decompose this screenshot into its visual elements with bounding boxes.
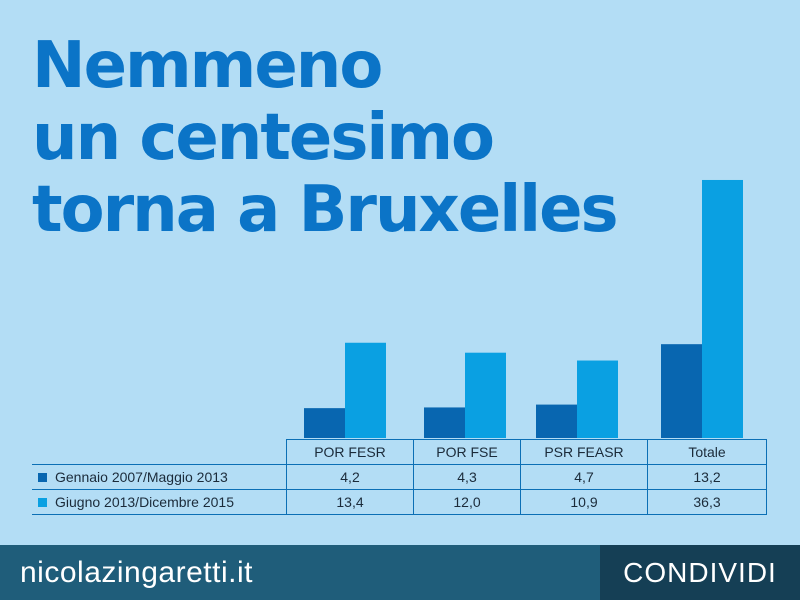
table-header-row: POR FESR POR FSE PSR FEASR Totale: [32, 439, 767, 465]
table-row: Giugno 2013/Dicembre 2015 13,4 12,0 10,9…: [32, 489, 767, 515]
table-cell: 36,3: [647, 489, 767, 515]
table-cell: 4,3: [413, 464, 521, 490]
legend-entry-2: Giugno 2013/Dicembre 2015: [32, 489, 287, 515]
bar-2-por-fesr: [345, 342, 386, 438]
data-table: POR FESR POR FSE PSR FEASR Totale Gennai…: [32, 439, 767, 515]
page-title: Nemmeno un centesimo torna a Bruxelles: [32, 29, 619, 247]
bar-2-por-fse: [465, 352, 506, 438]
table-cell: 4,2: [286, 464, 414, 490]
table-header-cell: Totale: [647, 439, 767, 465]
table-header-cell: PSR FEASR: [520, 439, 648, 465]
bar-2-totale: [702, 179, 743, 438]
bar-1-psr-feasr: [536, 404, 577, 438]
table-header-cell: POR FESR: [286, 439, 414, 465]
bar-1-por-fse: [424, 407, 465, 438]
bar-1-por-fesr: [304, 408, 345, 438]
share-button[interactable]: CONDIVIDI: [600, 545, 800, 600]
legend-swatch-2: [38, 498, 47, 507]
title-line-3: torna a Bruxelles: [32, 173, 619, 247]
series-name: Giugno 2013/Dicembre 2015: [55, 494, 235, 510]
table-cell: 13,4: [286, 489, 414, 515]
table-cell: 12,0: [413, 489, 521, 515]
table-row: Gennaio 2007/Maggio 2013 4,2 4,3 4,7 13,…: [32, 464, 767, 490]
table-cell: 13,2: [647, 464, 767, 490]
footer-bar: nicolazingaretti.it CONDIVIDI: [0, 545, 800, 600]
table-cell: 4,7: [520, 464, 648, 490]
bar-1-totale: [661, 344, 702, 438]
legend-entry-1: Gennaio 2007/Maggio 2013: [32, 464, 287, 490]
series-name: Gennaio 2007/Maggio 2013: [55, 469, 228, 485]
site-link[interactable]: nicolazingaretti.it: [20, 556, 253, 589]
bar-2-psr-feasr: [577, 360, 618, 438]
table-header-cell: POR FSE: [413, 439, 521, 465]
table-cell: 10,9: [520, 489, 648, 515]
title-line-2: un centesimo: [32, 101, 495, 175]
legend-swatch-1: [38, 473, 47, 482]
title-line-1: Nemmeno: [32, 29, 383, 103]
